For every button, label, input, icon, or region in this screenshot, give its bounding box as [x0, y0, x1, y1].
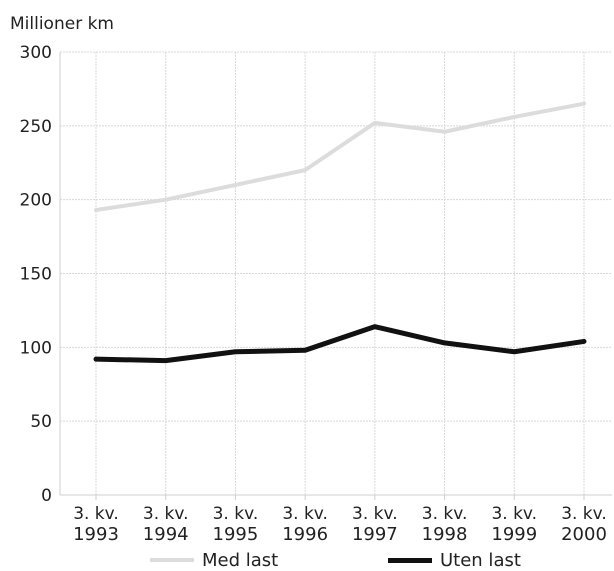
y-tick-label: 150	[20, 265, 52, 285]
y-axis-label: Millioner km	[10, 14, 114, 34]
x-tick-label-quarter: 3. kv.	[213, 504, 259, 524]
x-tick-label-quarter: 3. kv.	[282, 504, 328, 524]
y-tick-label: 50	[30, 412, 52, 432]
x-tick-label-year: 1997	[352, 524, 398, 545]
legend-swatch-med-last	[150, 558, 194, 562]
x-tick-label-year: 1993	[73, 524, 119, 545]
y-tick-label: 100	[20, 338, 52, 358]
x-tick-label-year: 1995	[213, 524, 259, 545]
legend-item-uten-last: Uten last	[388, 549, 521, 571]
series-line-uten-last	[93, 324, 587, 364]
x-tick-label-quarter: 3. kv.	[73, 504, 119, 524]
x-tick-label-quarter: 3. kv.	[143, 504, 189, 524]
legend-swatch-uten-last	[388, 557, 432, 563]
x-tick-label-year: 1999	[491, 524, 537, 545]
legend-label-uten-last: Uten last	[440, 549, 521, 571]
series-line-med-last	[94, 101, 586, 213]
series-lines	[93, 101, 587, 364]
y-axis: 0 50 100 150 200 250 300	[20, 43, 52, 506]
y-tick-label: 250	[20, 117, 52, 137]
x-tick-label-quarter: 3. kv.	[352, 504, 398, 524]
x-tick-label-year: 2000	[561, 524, 607, 545]
y-tick-label: 0	[41, 486, 52, 506]
x-tick-label-quarter: 3. kv.	[491, 504, 537, 524]
legend-label-med-last: Med last	[202, 549, 279, 571]
x-tick-label-quarter: 3. kv.	[561, 504, 607, 524]
x-tick-label-year: 1996	[282, 524, 328, 545]
legend-item-med-last: Med last	[150, 549, 279, 571]
x-tick-label-year: 1994	[143, 524, 189, 545]
grid	[59, 51, 612, 496]
y-tick-label: 200	[20, 191, 52, 211]
y-tick-label: 300	[20, 43, 52, 63]
x-tick-label-quarter: 3. kv.	[422, 504, 468, 524]
x-tick-label-year: 1998	[422, 524, 468, 545]
